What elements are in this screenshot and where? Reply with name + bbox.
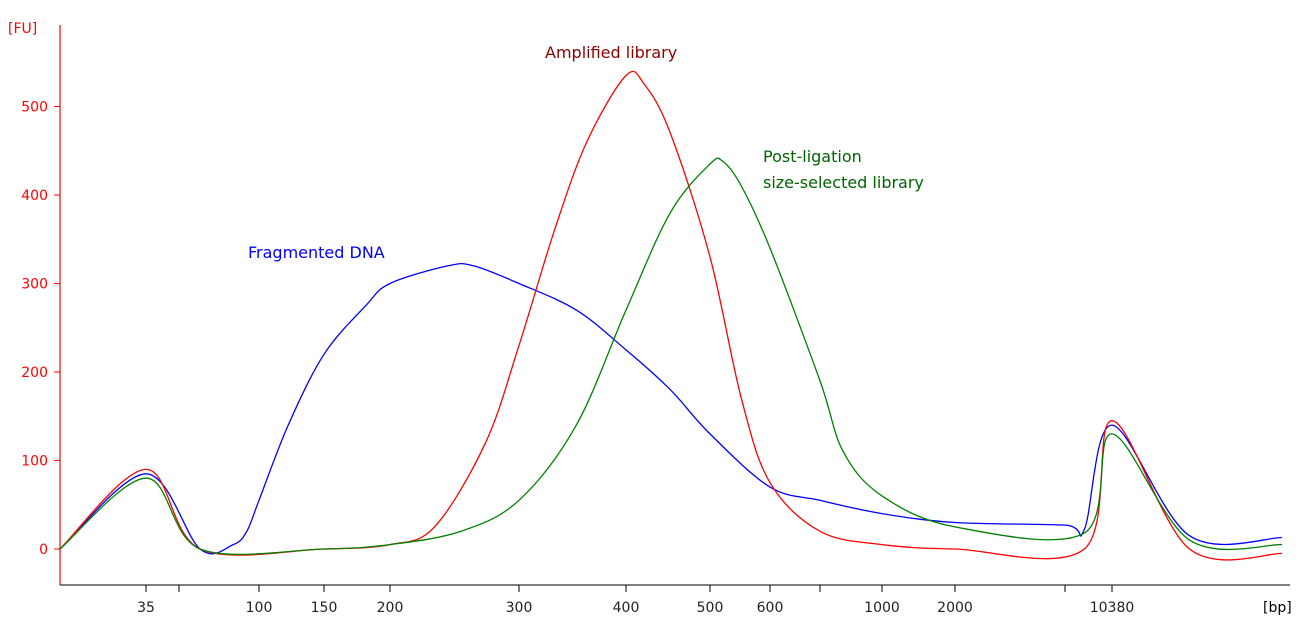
y-tick-label: 500 [21, 100, 48, 116]
y-axis-ticks: 0 100 200 300 400 500 [21, 100, 60, 558]
annotation-amplified-library: Amplified library [545, 43, 677, 62]
x-tick-label: 300 [506, 600, 533, 616]
x-tick-label: 10380 [1090, 600, 1135, 616]
x-tick-label: 600 [757, 600, 784, 616]
x-tick-label: 150 [311, 600, 338, 616]
x-tick-label: 200 [377, 600, 404, 616]
y-tick-label: 200 [21, 365, 48, 381]
series-post-ligation-line [59, 157, 1283, 556]
y-tick-label: 0 [39, 542, 48, 558]
x-tick-label: 400 [613, 600, 640, 616]
annotation-fragmented-dna: Fragmented DNA [248, 243, 385, 262]
x-tick-label: 500 [697, 600, 724, 616]
x-tick-label: 1000 [864, 600, 900, 616]
y-tick-label: 300 [21, 277, 48, 293]
series-layer [59, 70, 1283, 561]
y-tick-label: 400 [21, 188, 48, 204]
annotation-post-ligation: Post-ligation [763, 147, 862, 166]
x-axis-unit: [bp] [1263, 600, 1292, 616]
annotation-size-selected-library: size-selected library [763, 173, 924, 192]
y-tick-label: 100 [21, 454, 48, 470]
x-tick-label: 2000 [937, 600, 973, 616]
x-tick-label: 35 [137, 600, 155, 616]
x-tick-label: 100 [246, 600, 273, 616]
x-axis-ticks: 35 100 150 200 300 400 500 600 1000 2000 10380 [137, 585, 1134, 616]
y-axis-unit: [FU] [8, 21, 37, 37]
series-amplified-library-line [59, 70, 1283, 561]
